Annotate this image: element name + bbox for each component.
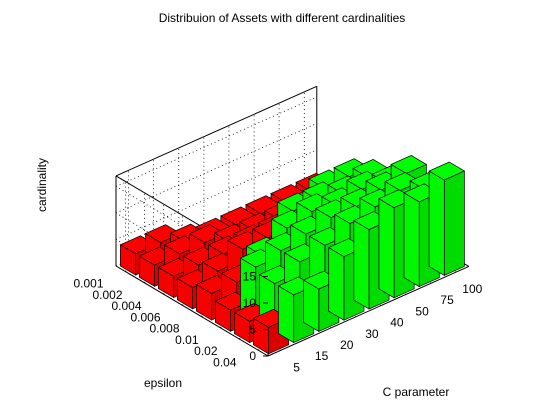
x-tick-label: 20 [340, 338, 354, 352]
y-axis-label: epsilon [144, 376, 182, 390]
x-tick-label: 100 [462, 282, 482, 296]
bar-face-side [279, 286, 294, 343]
z-tick-label: 15 [243, 270, 257, 284]
z-axis-label: cardinality [35, 158, 49, 212]
z-tick-label: 0 [249, 349, 256, 363]
bar-face-front [444, 171, 464, 275]
bar-face-side [329, 248, 344, 321]
x-tick-label: 5 [293, 360, 300, 374]
bar [429, 162, 464, 275]
bar-face-side [379, 199, 394, 298]
bar-face-side [429, 171, 444, 275]
x-tick-label: 15 [315, 349, 329, 363]
back-edge-top [116, 86, 317, 176]
chart-title: Distribuion of Assets with different car… [159, 11, 406, 25]
y-tick-label: 0.001 [73, 277, 103, 291]
x-tick-label: 75 [440, 293, 454, 307]
x-tick-label: 40 [390, 316, 404, 330]
z-tick-label: 10 [243, 296, 257, 310]
bar-face-side [354, 221, 369, 310]
x-tick-label: 50 [415, 304, 429, 318]
x-axis-label: C parameter [383, 385, 450, 399]
z-tick-label: 5 [249, 323, 256, 337]
bar-face-side [404, 193, 419, 287]
grid-line [116, 97, 317, 187]
x-tick-label: 30 [365, 327, 379, 341]
